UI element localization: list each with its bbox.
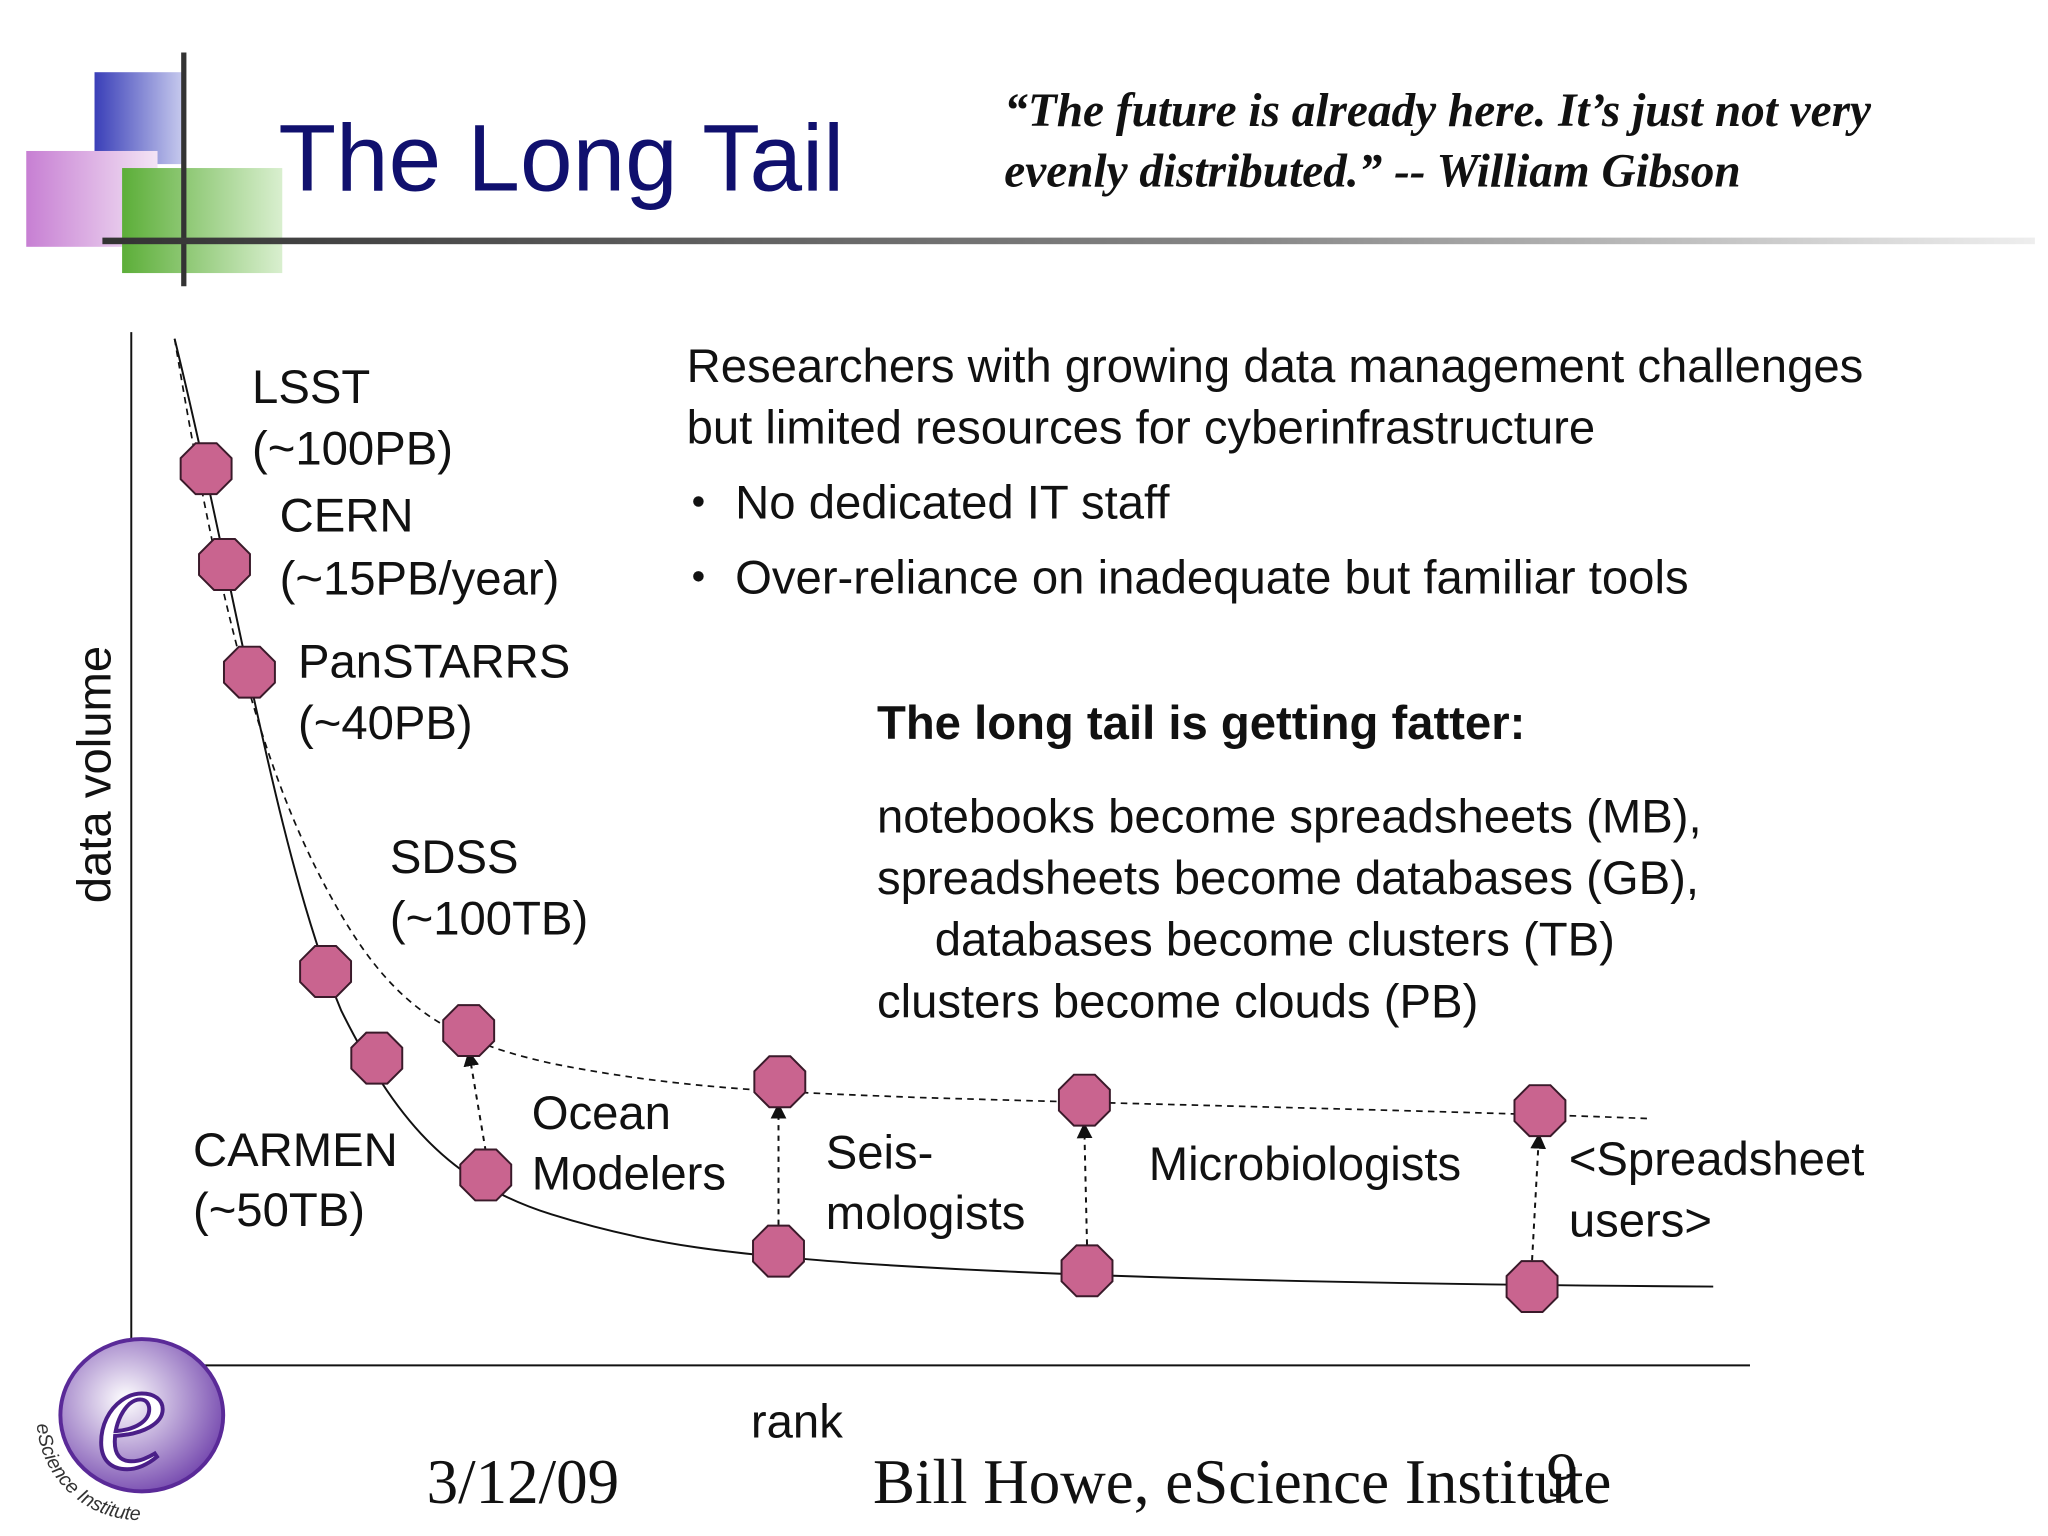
node-marker	[442, 1004, 496, 1058]
node-label: PanSTARRS	[298, 635, 570, 688]
node-marker	[1060, 1244, 1114, 1298]
fatter-line: databases become clusters (TB)	[935, 914, 1615, 967]
shift-arrow	[1076, 1122, 1093, 1245]
node-marker	[1505, 1260, 1559, 1314]
y-axis-label: data volume	[68, 646, 121, 903]
node-label: Ocean	[532, 1087, 671, 1140]
node-marker	[350, 1031, 404, 1085]
deco-square	[94, 72, 184, 165]
x-axis-label: rank	[751, 1396, 843, 1449]
footer-date: 3/12/09	[427, 1447, 620, 1517]
node-marker	[179, 442, 233, 496]
quote: “The future is already here. It’s just n…	[1004, 85, 1872, 137]
node-label: Microbiologists	[1149, 1138, 1461, 1191]
future-curve	[173, 338, 1648, 1120]
quote: evenly distributed.” -- William Gibson	[1004, 145, 1740, 197]
shift-arrow	[1530, 1132, 1547, 1261]
fatter-line: clusters become clouds (PB)	[877, 975, 1478, 1028]
node-marker	[752, 1224, 805, 1278]
bullet-dot	[693, 571, 704, 582]
node-label: <Spreadsheet	[1569, 1133, 1865, 1186]
deco-square	[122, 168, 283, 274]
node-marker	[222, 645, 276, 699]
logo	[58, 1337, 226, 1494]
node-marker	[299, 945, 353, 998]
node-label: (~50TB)	[193, 1184, 365, 1237]
description: Researchers with growing data management…	[687, 340, 1864, 393]
node-label: (~100PB)	[252, 423, 453, 476]
node-label: Seis-	[826, 1126, 934, 1179]
page-number: 9	[1547, 1441, 1579, 1511]
bullet-dot	[693, 496, 704, 507]
footer-author: Bill Howe, eScience Institute	[873, 1447, 1611, 1517]
header-rule	[102, 237, 2035, 245]
node-label: CERN	[280, 490, 414, 543]
node-label: (~100TB)	[390, 893, 588, 946]
node-label: SDSS	[390, 831, 519, 884]
node-label: (~40PB)	[298, 697, 473, 750]
node-marker	[198, 538, 251, 591]
node-label: CARMEN	[193, 1124, 398, 1177]
fatter-heading: The long tail is getting fatter:	[877, 697, 1525, 750]
logo-mark: e	[96, 1329, 166, 1503]
description: but limited resources for cyberinfrastru…	[687, 402, 1596, 455]
title: The Long Tail	[278, 105, 844, 211]
node-label: Modelers	[532, 1147, 726, 1200]
node-marker	[1057, 1073, 1111, 1127]
bullet: Over-reliance on inadequate but familiar…	[735, 551, 1688, 604]
node-marker	[753, 1055, 807, 1109]
node-label: LSST	[252, 361, 370, 414]
bullet: No dedicated IT staff	[735, 477, 1170, 530]
fatter-line: notebooks become spreadsheets (MB),	[877, 790, 1702, 843]
node-marker	[459, 1148, 513, 1202]
node-label: mologists	[826, 1187, 1026, 1240]
node-label: users>	[1569, 1195, 1712, 1248]
node-label: (~15PB/year)	[280, 553, 560, 606]
node-marker	[1513, 1084, 1567, 1138]
shift-arrow	[463, 1050, 487, 1152]
fatter-line: spreadsheets become databases (GB),	[877, 852, 1699, 905]
current-curve	[173, 338, 1714, 1288]
